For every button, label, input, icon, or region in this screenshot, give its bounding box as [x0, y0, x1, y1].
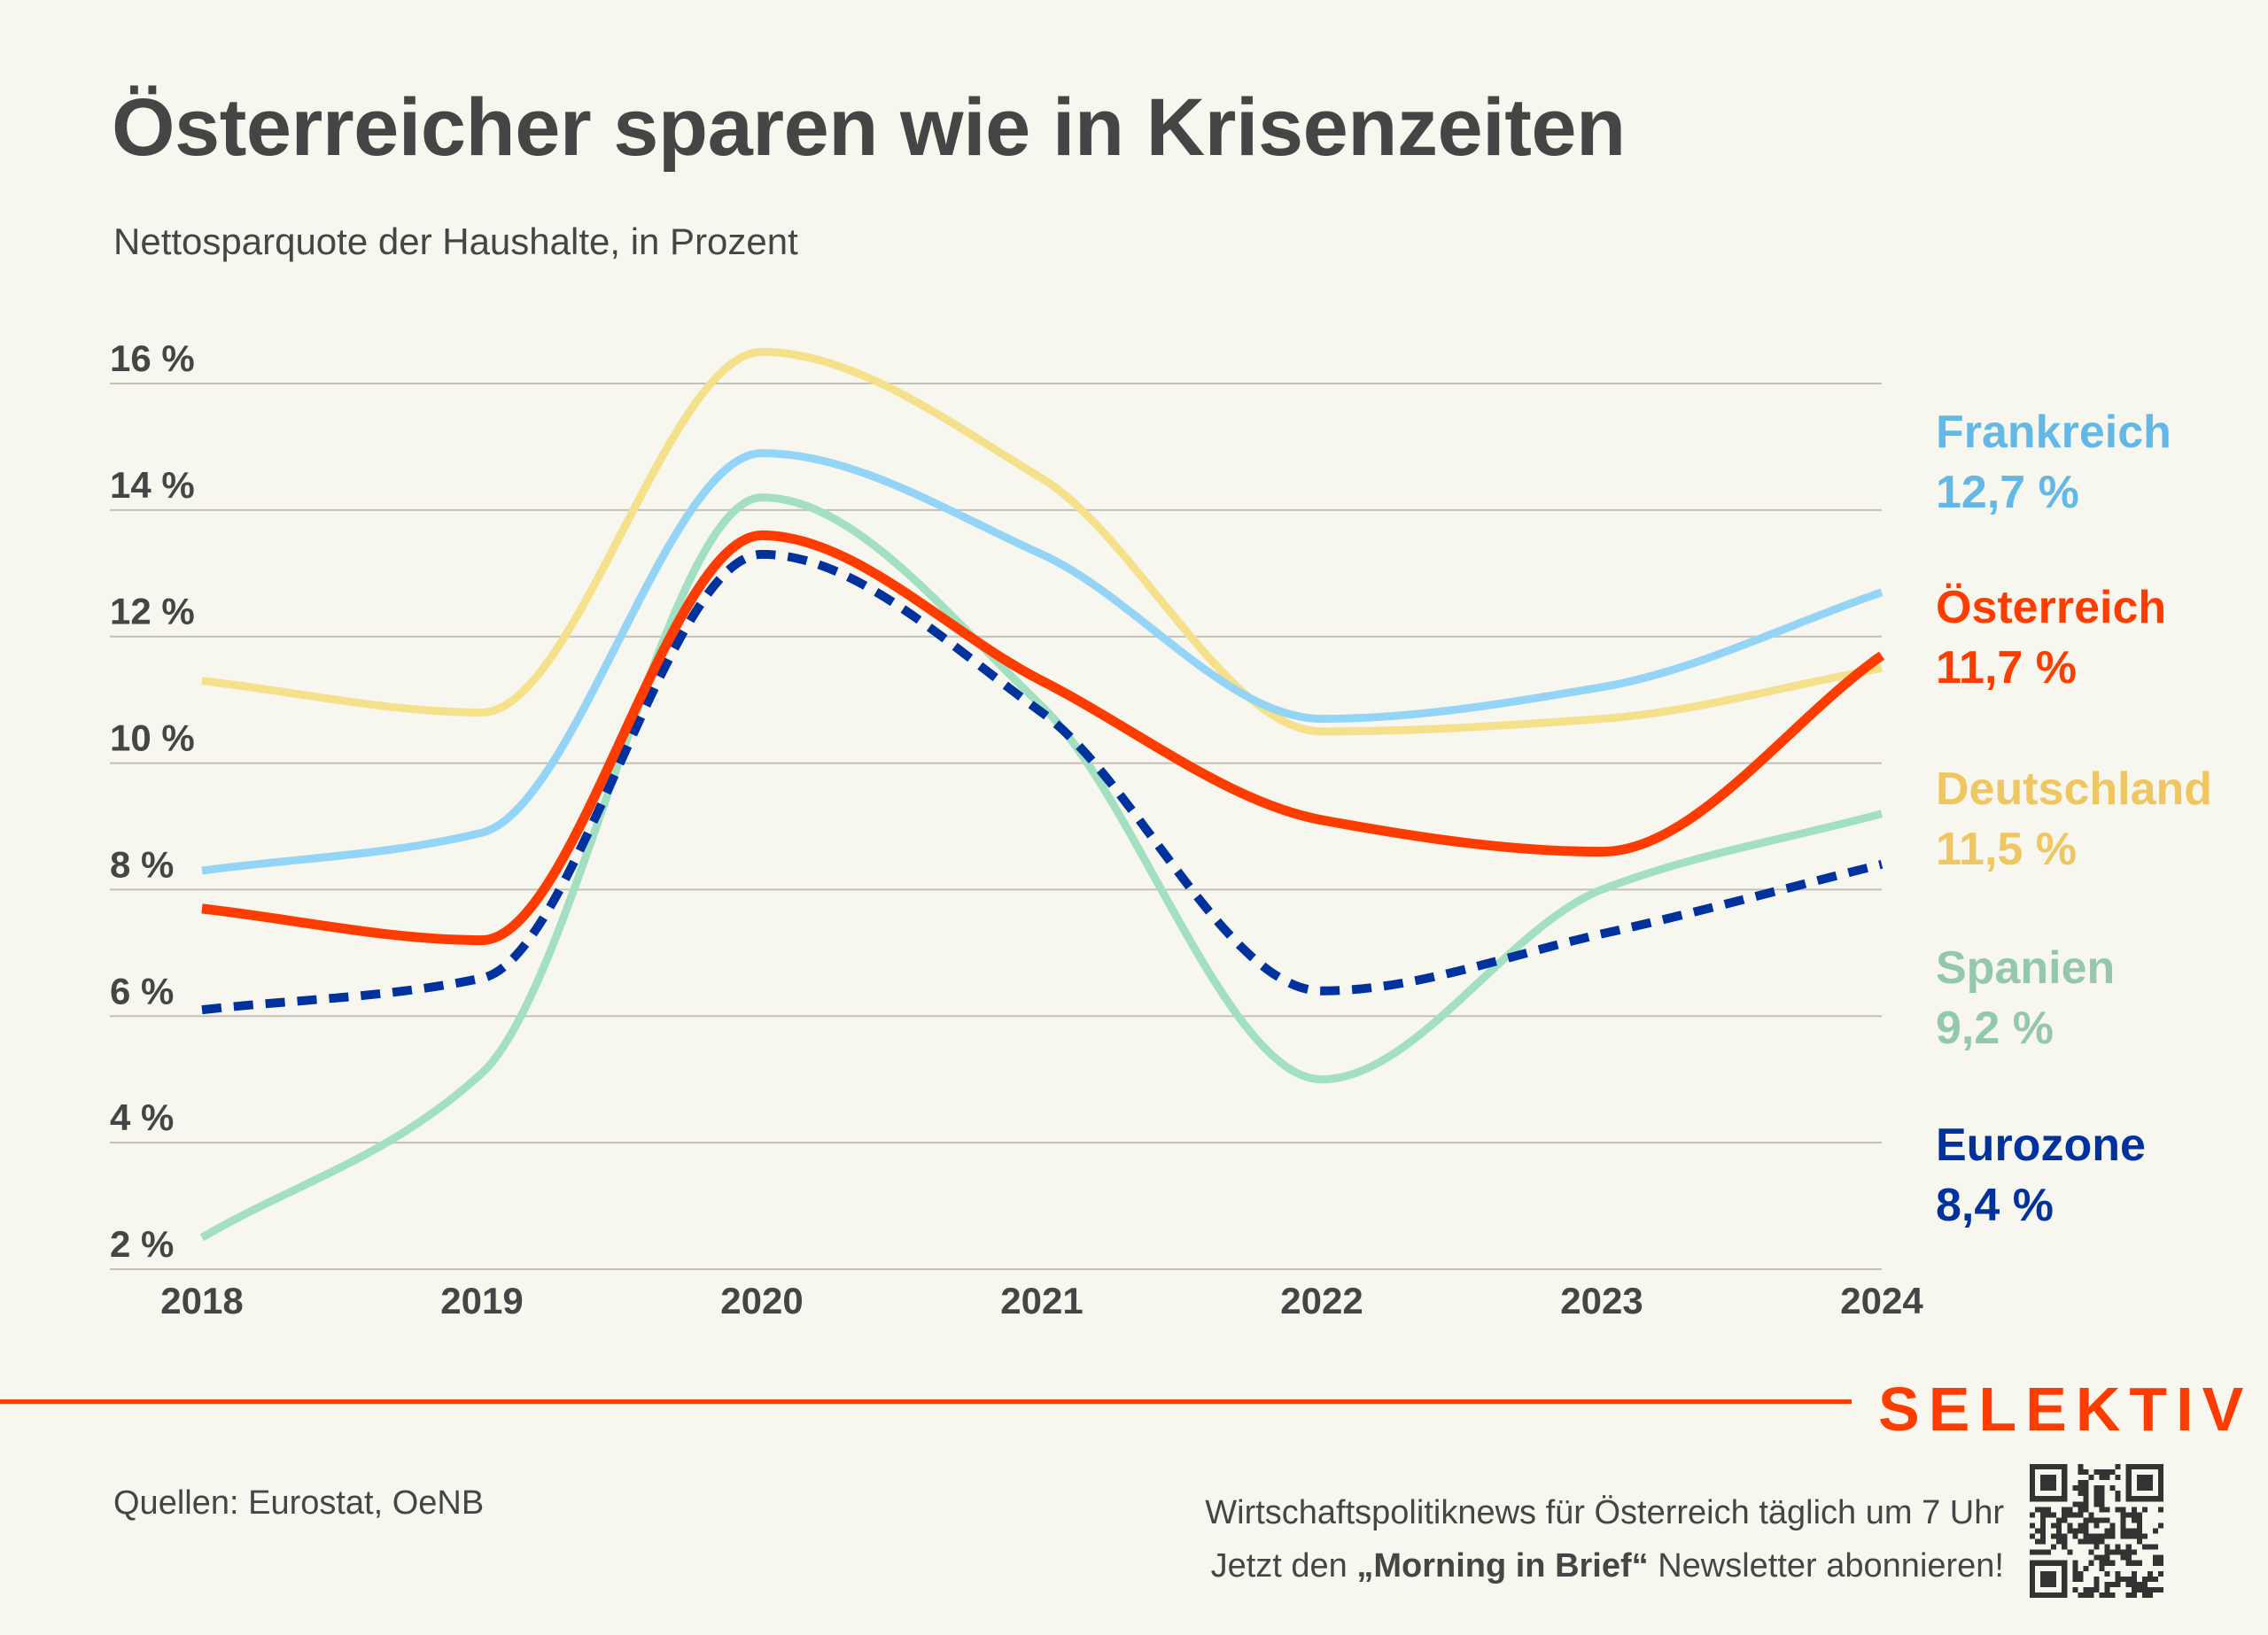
legend-label-oesterreich: Österreich: [1936, 582, 2166, 633]
promo-pre: Jetzt den: [1210, 1547, 1357, 1585]
newsletter-promo: Wirtschaftspolitiknews für Österreich tä…: [1205, 1486, 2004, 1592]
promo-line-1: Wirtschaftspolitiknews für Österreich tä…: [1205, 1494, 2004, 1531]
legend-label-eurozone: Eurozone: [1936, 1120, 2146, 1171]
newsletter-name: „Morning in Brief“: [1356, 1547, 1649, 1585]
series-line-deutschland: [201, 347, 1883, 736]
x-tick-label: 2022: [1280, 1280, 1363, 1321]
gridlines: [110, 383, 1882, 1270]
y-tick-label: 14 %: [110, 464, 195, 506]
legend-value-eurozone: 8,4 %: [1936, 1180, 2054, 1231]
legend-value-frankreich: 12,7 %: [1936, 467, 2079, 518]
series-lines: [199, 347, 1885, 1242]
qr-code-icon[interactable]: [2030, 1464, 2163, 1598]
series-line-eurozone: [201, 549, 1884, 1015]
y-tick-label: 10 %: [110, 717, 195, 759]
y-tick-label: 12 %: [110, 591, 195, 632]
x-tick-label: 2020: [720, 1280, 803, 1321]
x-tick-label: 2019: [440, 1280, 523, 1321]
y-tick-label: 16 %: [110, 337, 195, 379]
chart-subtitle: Nettosparquote der Haushalte, in Prozent: [113, 221, 798, 262]
x-tick-label: 2018: [160, 1280, 243, 1321]
legend-label-spanien: Spanien: [1936, 942, 2115, 994]
chart-title: Österreicher sparen wie in Krisenzeiten: [112, 82, 1626, 173]
legend-label-deutschland: Deutschland: [1936, 763, 2212, 815]
x-tick-label: 2023: [1560, 1280, 1643, 1321]
sources-note: Quellen: Eurostat, OeNB: [113, 1484, 485, 1522]
y-tick-label: 4 %: [110, 1096, 174, 1138]
legend-value-oesterreich: 11,7 %: [1936, 642, 2077, 694]
legend-label-frankreich: Frankreich: [1936, 407, 2171, 458]
line-chart: 2 % 4 % 6 % 8 % 10 % 12 % 14 % 16 % 2018 2019 202…: [110, 337, 2212, 1321]
brand-logo: SELEKTIV: [1878, 1375, 2253, 1444]
footer-divider: [0, 1399, 1852, 1404]
y-tick-label: 6 %: [110, 970, 174, 1011]
series-line-frankreich: [201, 449, 1884, 875]
y-tick-label: 2 %: [110, 1223, 174, 1265]
y-axis-ticks: 2 % 4 % 6 % 8 % 10 % 12 % 14 % 16 %: [110, 337, 195, 1265]
legend-value-deutschland: 11,5 %: [1936, 824, 2077, 875]
series-line-oesterreich: [201, 530, 1885, 946]
x-tick-label: 2024: [1840, 1280, 1923, 1321]
promo-post: Newsletter abonnieren!: [1648, 1547, 2004, 1585]
legend-value-spanien: 9,2 %: [1936, 1003, 2054, 1054]
x-tick-label: 2021: [1000, 1280, 1083, 1321]
y-tick-label: 8 %: [110, 843, 174, 885]
promo-line-2: Jetzt den „Morning in Brief“ Newsletter …: [1205, 1539, 2004, 1592]
series-line-spanien: [199, 493, 1884, 1242]
x-axis-ticks: 2018 2019 2020 2021 2022 2023 2024: [160, 1280, 1923, 1321]
legend: Frankreich 12,7 % Österreich 11,7 % Deutschl…: [1936, 407, 2212, 1231]
